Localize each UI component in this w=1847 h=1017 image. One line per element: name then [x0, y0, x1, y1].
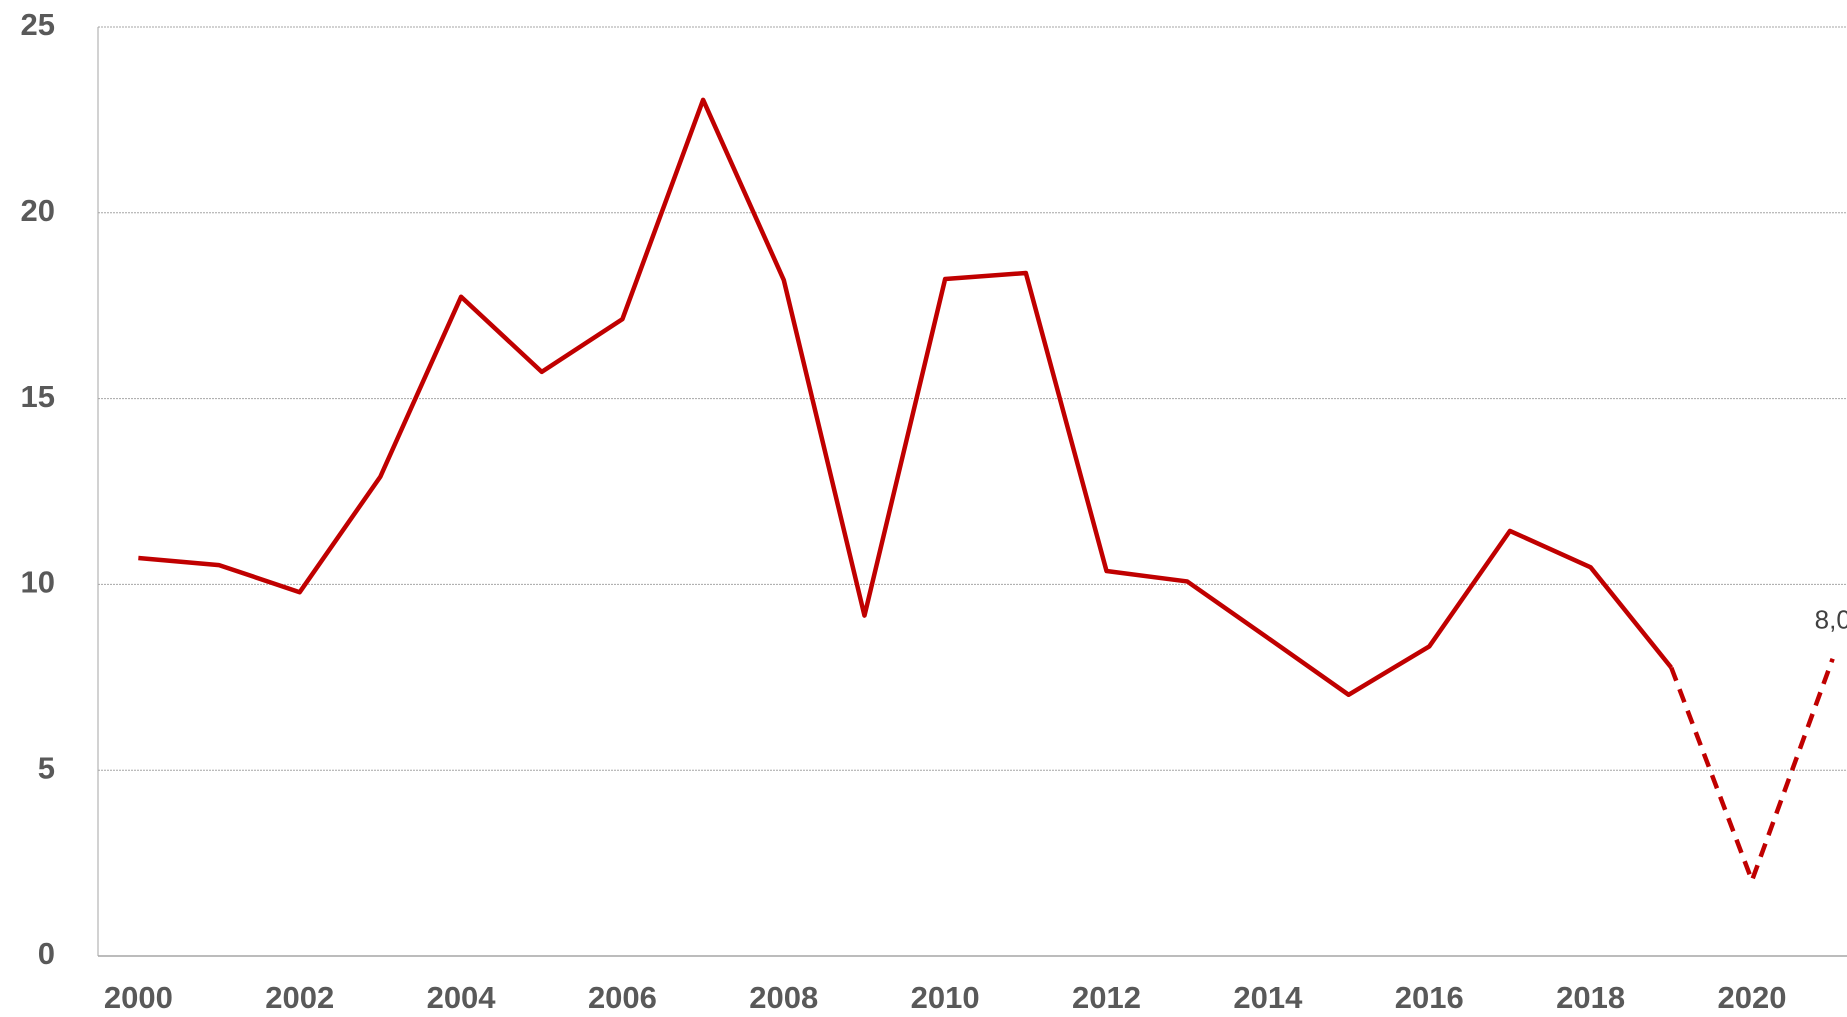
x-tick-label: 2014	[1233, 980, 1303, 1015]
line-series	[138, 97, 1674, 698]
x-tick-label: 2000	[104, 980, 173, 1015]
line-series	[1669, 657, 1835, 883]
y-tick-label: 15	[21, 379, 55, 414]
y-tick-label: 5	[38, 750, 55, 785]
x-tick-label: 2016	[1395, 980, 1464, 1015]
x-tick-label: 2008	[749, 980, 818, 1015]
x-tick-label: 2006	[588, 980, 657, 1015]
x-tick-label: 2004	[427, 980, 497, 1015]
y-tick-label: 10	[21, 565, 55, 600]
x-tick-label: 2018	[1556, 980, 1625, 1015]
y-tick-label: 0	[38, 936, 55, 971]
x-tick-label: 2020	[1717, 980, 1786, 1015]
x-tick-label: 2012	[1072, 980, 1141, 1015]
y-tick-label: 20	[21, 193, 55, 228]
data-label: 8,0	[1815, 605, 1847, 635]
x-tick-label: 2002	[265, 980, 334, 1015]
x-tick-label: 2010	[911, 980, 980, 1015]
y-tick-label: 25	[21, 7, 55, 42]
